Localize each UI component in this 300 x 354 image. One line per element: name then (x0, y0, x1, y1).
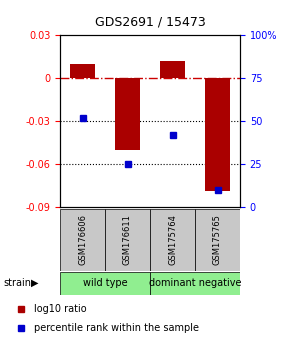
Text: GSM176606: GSM176606 (78, 214, 87, 266)
Bar (150, 272, 240, 295)
Bar (195, 209, 240, 271)
Bar (60, 209, 105, 271)
Bar (150, 209, 195, 271)
Text: wild type: wild type (83, 278, 127, 288)
Bar (60, 272, 150, 295)
Text: ▶: ▶ (31, 278, 38, 288)
Text: GSM175765: GSM175765 (213, 215, 222, 265)
Text: strain: strain (3, 278, 31, 288)
Bar (205, 78, 230, 192)
Bar (160, 61, 185, 78)
Text: GSM176611: GSM176611 (123, 215, 132, 265)
Bar (115, 78, 140, 150)
Bar (70, 64, 95, 78)
Text: GSM175764: GSM175764 (168, 215, 177, 265)
Text: GDS2691 / 15473: GDS2691 / 15473 (94, 16, 206, 29)
Text: dominant negative: dominant negative (149, 278, 241, 288)
Bar (105, 209, 150, 271)
Text: log10 ratio: log10 ratio (34, 304, 87, 314)
Text: percentile rank within the sample: percentile rank within the sample (34, 323, 199, 333)
